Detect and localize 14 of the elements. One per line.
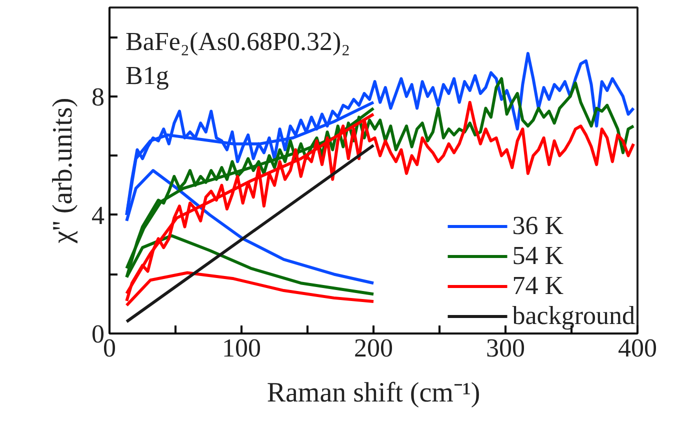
x-tick-label: 400 <box>618 334 657 362</box>
legend-label: background <box>512 301 635 331</box>
y-tick-label: 4 <box>92 200 104 230</box>
x-tick-label: 300 <box>486 334 525 362</box>
legend-label: 54 K <box>512 241 564 271</box>
y-tick-label: 8 <box>92 82 104 112</box>
legend-label: 36 K <box>512 211 564 241</box>
x-tick-label: 100 <box>222 334 261 362</box>
y-axis-title: χ'' (arb.units) <box>48 98 78 244</box>
x-axis-title: Raman shift (cm⁻¹) <box>266 378 480 408</box>
legend-label: 74 K <box>512 271 564 301</box>
annotation: BaFe₂(As0.68P0.32)₂ <box>126 27 350 56</box>
x-tick-label: 200 <box>354 334 393 362</box>
annotation: B1g <box>126 61 169 90</box>
